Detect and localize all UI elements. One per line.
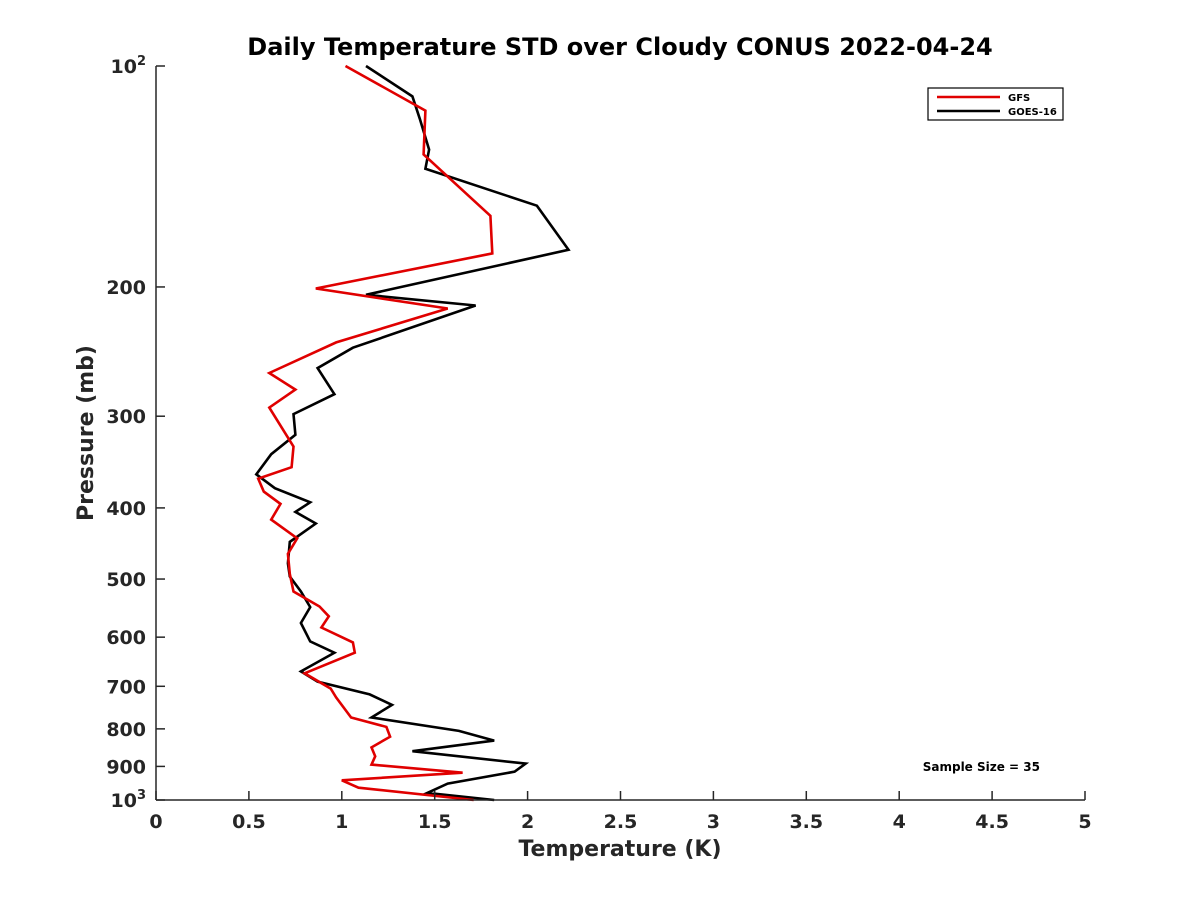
- y-tick-label: 200: [106, 277, 146, 299]
- y-tick-label: 900: [106, 756, 146, 778]
- y-tick-label: 300: [106, 406, 146, 428]
- x-tick-label: 0: [149, 811, 162, 833]
- legend-label-goes-16: GOES-16: [1008, 107, 1057, 118]
- x-tick-label: 5: [1078, 811, 1091, 833]
- x-tick-label: 0.5: [232, 811, 266, 833]
- legend-box: [927, 87, 1064, 121]
- x-tick-label: 2: [521, 811, 534, 833]
- legend-label-gfs: GFS: [1008, 93, 1030, 104]
- y-tick-label: 400: [106, 498, 146, 520]
- y-axis-label: Pressure (mb): [74, 345, 99, 521]
- x-tick-label: 1.5: [418, 811, 452, 833]
- y-tick-label: 700: [106, 676, 146, 698]
- chart-title: Daily Temperature STD over Cloudy CONUS …: [247, 33, 992, 61]
- y-tick-label: 103: [111, 788, 147, 812]
- x-tick-label: 4.5: [975, 811, 1009, 833]
- series-lines: [254, 64, 571, 802]
- y-tick-label: 500: [106, 569, 146, 591]
- x-axis-label: Temperature (K): [518, 837, 721, 862]
- legend: GFS GOES-16: [927, 87, 1064, 121]
- y-tick-label: 600: [106, 627, 146, 649]
- axes: 0 0.5 1 1.5 2 2.5 3 3.5 4 4.5 5 102 200 300 400 500 600 7…: [106, 54, 1091, 833]
- sample-size-annotation: Sample Size = 35: [923, 760, 1040, 774]
- x-tick-label: 3: [707, 811, 720, 833]
- x-tick-label: 1: [335, 811, 348, 833]
- x-tick-label: 4: [893, 811, 906, 833]
- series-line-goes-16: [254, 64, 571, 802]
- x-tick-label: 2.5: [604, 811, 638, 833]
- y-tick-label: 800: [106, 719, 146, 741]
- series-line-gfs: [256, 64, 494, 802]
- x-tick-label: 3.5: [789, 811, 823, 833]
- y-tick-label: 102: [111, 54, 147, 78]
